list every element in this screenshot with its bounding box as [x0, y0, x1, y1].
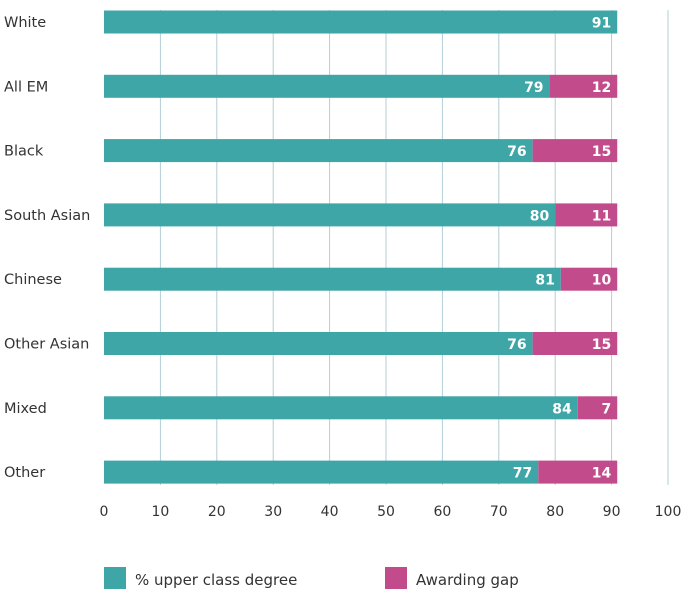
data-label: 10: [592, 273, 612, 289]
data-label: 91: [592, 16, 611, 32]
data-label: 14: [592, 466, 612, 482]
x-tick-label: 10: [151, 504, 169, 520]
data-label: 76: [507, 144, 526, 160]
data-label: 11: [592, 208, 611, 224]
bar-segment: [532, 139, 618, 163]
bar-segment: [532, 332, 618, 355]
bar-segment: [577, 396, 618, 420]
bar-segment: [104, 203, 556, 227]
data-label: 7: [601, 401, 611, 417]
legend-swatch: [385, 567, 407, 589]
category-label: Other: [4, 465, 45, 481]
x-tick-label: 20: [208, 504, 226, 520]
x-tick-label: 30: [264, 504, 282, 520]
bar-segment: [104, 460, 539, 484]
bar-segment: [555, 203, 618, 227]
bar-segment: [538, 460, 618, 484]
data-label: 81: [535, 273, 554, 289]
legend-label: % upper class degree: [135, 571, 297, 589]
legend-swatch: [104, 567, 126, 589]
bar-segment: [104, 74, 550, 98]
bar-segment: [560, 267, 618, 291]
x-tick-label: 100: [655, 504, 682, 520]
x-tick-label: 90: [603, 504, 621, 520]
bar-segment: [104, 267, 561, 291]
data-label: 15: [592, 337, 611, 353]
data-label: 76: [507, 337, 526, 353]
data-label: 84: [552, 401, 572, 417]
bar-segment: [104, 396, 578, 420]
category-label: Mixed: [4, 401, 47, 417]
bar-segment: [104, 332, 533, 355]
category-label: South Asian: [4, 208, 90, 224]
data-label: 12: [592, 80, 611, 96]
bar-segment: [104, 139, 533, 163]
x-tick-label: 80: [546, 504, 564, 520]
category-label: Black: [4, 144, 44, 160]
x-tick-label: 50: [377, 504, 395, 520]
data-label: 15: [592, 144, 611, 160]
category-label: All EM: [4, 79, 48, 95]
category-label: Other Asian: [4, 337, 89, 353]
legend-label: Awarding gap: [416, 571, 519, 589]
data-label: 77: [513, 466, 532, 482]
data-label: 80: [530, 208, 550, 224]
bar-segment: [549, 74, 618, 98]
bar-segment: [104, 10, 618, 34]
category-label: White: [4, 15, 46, 31]
x-tick-label: 40: [321, 504, 339, 520]
x-tick-label: 70: [490, 504, 508, 520]
x-tick-label: 0: [100, 504, 109, 520]
x-tick-label: 60: [433, 504, 451, 520]
data-label: 79: [524, 80, 543, 96]
category-label: Chinese: [4, 272, 62, 288]
